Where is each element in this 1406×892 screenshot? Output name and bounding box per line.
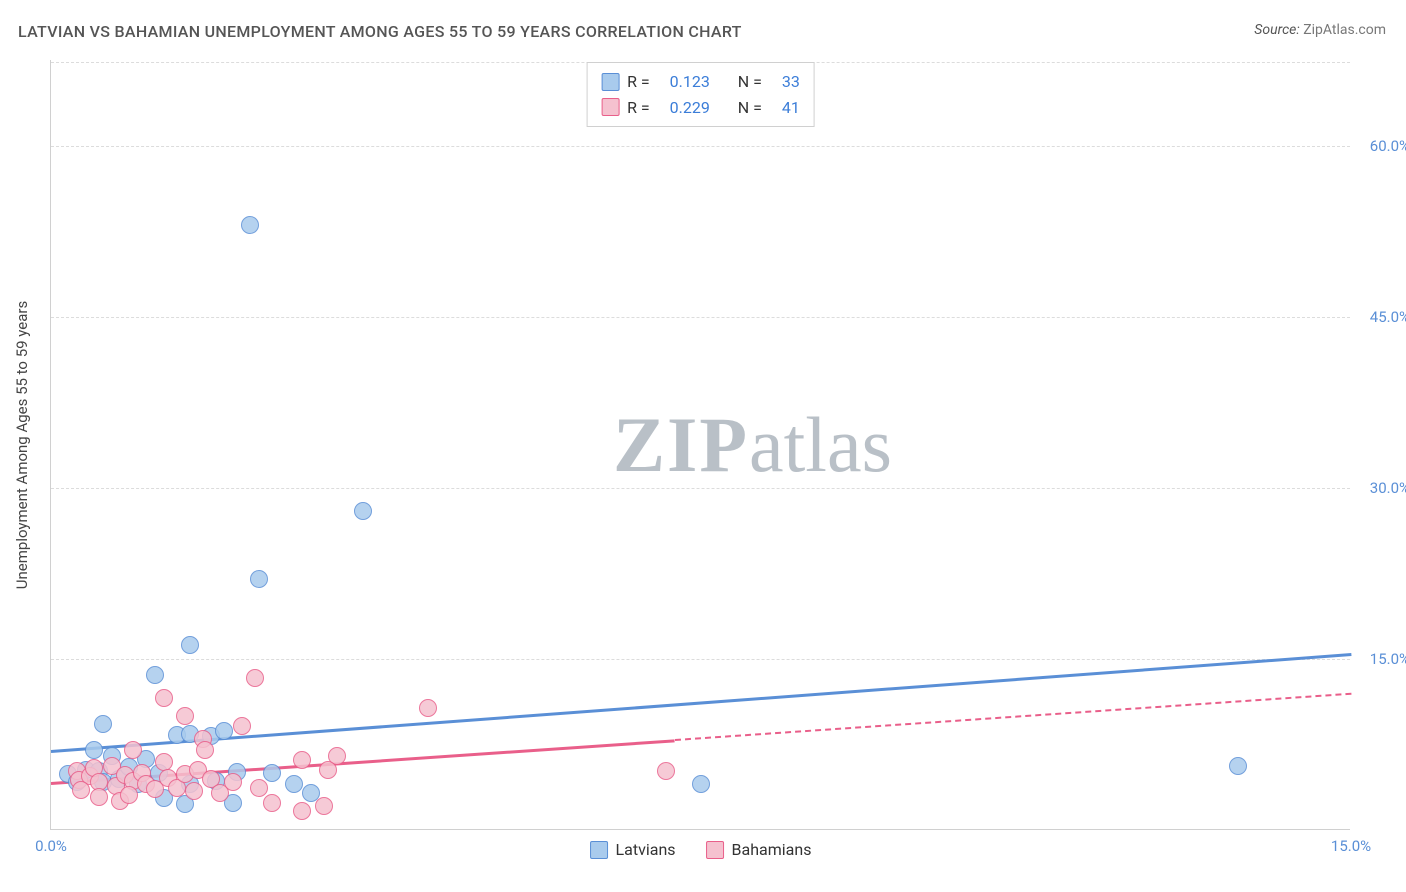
data-point [250, 570, 268, 588]
data-point [185, 782, 203, 800]
data-point [293, 802, 311, 820]
series-legend: Latvians Bahamians [590, 840, 812, 859]
watermark-bold: ZIP [613, 401, 749, 488]
data-point [215, 722, 233, 740]
data-point [146, 666, 164, 684]
data-point [319, 761, 337, 779]
trend-line-dashed [675, 693, 1351, 741]
data-point [692, 775, 710, 793]
source-attribution: Source: ZipAtlas.com [1254, 22, 1386, 38]
r-label: R = [627, 69, 650, 95]
series-name-latvians: Latvians [616, 840, 676, 859]
data-point [293, 751, 311, 769]
swatch-bahamians [706, 841, 724, 859]
r-value-bahamians: 0.229 [670, 95, 710, 121]
data-point [85, 741, 103, 759]
data-point [419, 699, 437, 717]
plot-area: ZIPatlas R = 0.123 N = 33 R = 0.229 N = … [50, 60, 1350, 830]
legend-row-bahamians: R = 0.229 N = 41 [601, 95, 800, 121]
data-point [315, 797, 333, 815]
data-point [94, 715, 112, 733]
y-tick-label: 30.0% [1355, 479, 1406, 497]
x-tick-label: 15.0% [1331, 837, 1371, 855]
n-value-bahamians: 41 [782, 95, 800, 121]
data-point [90, 788, 108, 806]
data-point [120, 786, 138, 804]
r-label: R = [627, 95, 650, 121]
r-value-latvians: 0.123 [670, 69, 710, 95]
legend-row-latvians: R = 0.123 N = 33 [601, 69, 800, 95]
watermark-light: atlas [749, 401, 892, 488]
data-point [263, 764, 281, 782]
data-point [241, 216, 259, 234]
watermark: ZIPatlas [613, 400, 892, 490]
swatch-bahamians [601, 98, 619, 116]
source-value: ZipAtlas.com [1303, 22, 1386, 38]
y-axis-label: Unemployment Among Ages 55 to 59 years [13, 301, 31, 589]
y-tick-label: 15.0% [1355, 650, 1406, 668]
y-tick-label: 60.0% [1355, 137, 1406, 155]
source-label: Source: [1254, 22, 1299, 38]
chart-title: LATVIAN VS BAHAMIAN UNEMPLOYMENT AMONG A… [18, 22, 742, 41]
data-point [196, 741, 214, 759]
data-point [155, 689, 173, 707]
legend-item-bahamians: Bahamians [706, 840, 812, 859]
series-name-bahamians: Bahamians [732, 840, 812, 859]
data-point [181, 636, 199, 654]
data-point [285, 775, 303, 793]
swatch-latvians [590, 841, 608, 859]
data-point [1229, 757, 1247, 775]
data-point [72, 781, 90, 799]
n-value-latvians: 33 [782, 69, 800, 95]
gridline [51, 659, 1350, 660]
data-point [124, 741, 142, 759]
chart-container: LATVIAN VS BAHAMIAN UNEMPLOYMENT AMONG A… [0, 0, 1406, 892]
gridline [51, 317, 1350, 318]
data-point [246, 669, 264, 687]
n-label: N = [738, 95, 762, 121]
legend-item-latvians: Latvians [590, 840, 676, 859]
gridline [51, 146, 1350, 147]
data-point [176, 707, 194, 725]
data-point [657, 762, 675, 780]
data-point [224, 773, 242, 791]
data-point [233, 717, 251, 735]
y-tick-label: 45.0% [1355, 308, 1406, 326]
gridline [51, 488, 1350, 489]
data-point [250, 779, 268, 797]
n-label: N = [738, 69, 762, 95]
swatch-latvians [601, 73, 619, 91]
x-tick-label: 0.0% [35, 837, 67, 855]
data-point [263, 794, 281, 812]
correlation-legend: R = 0.123 N = 33 R = 0.229 N = 41 [586, 62, 815, 127]
data-point [354, 502, 372, 520]
